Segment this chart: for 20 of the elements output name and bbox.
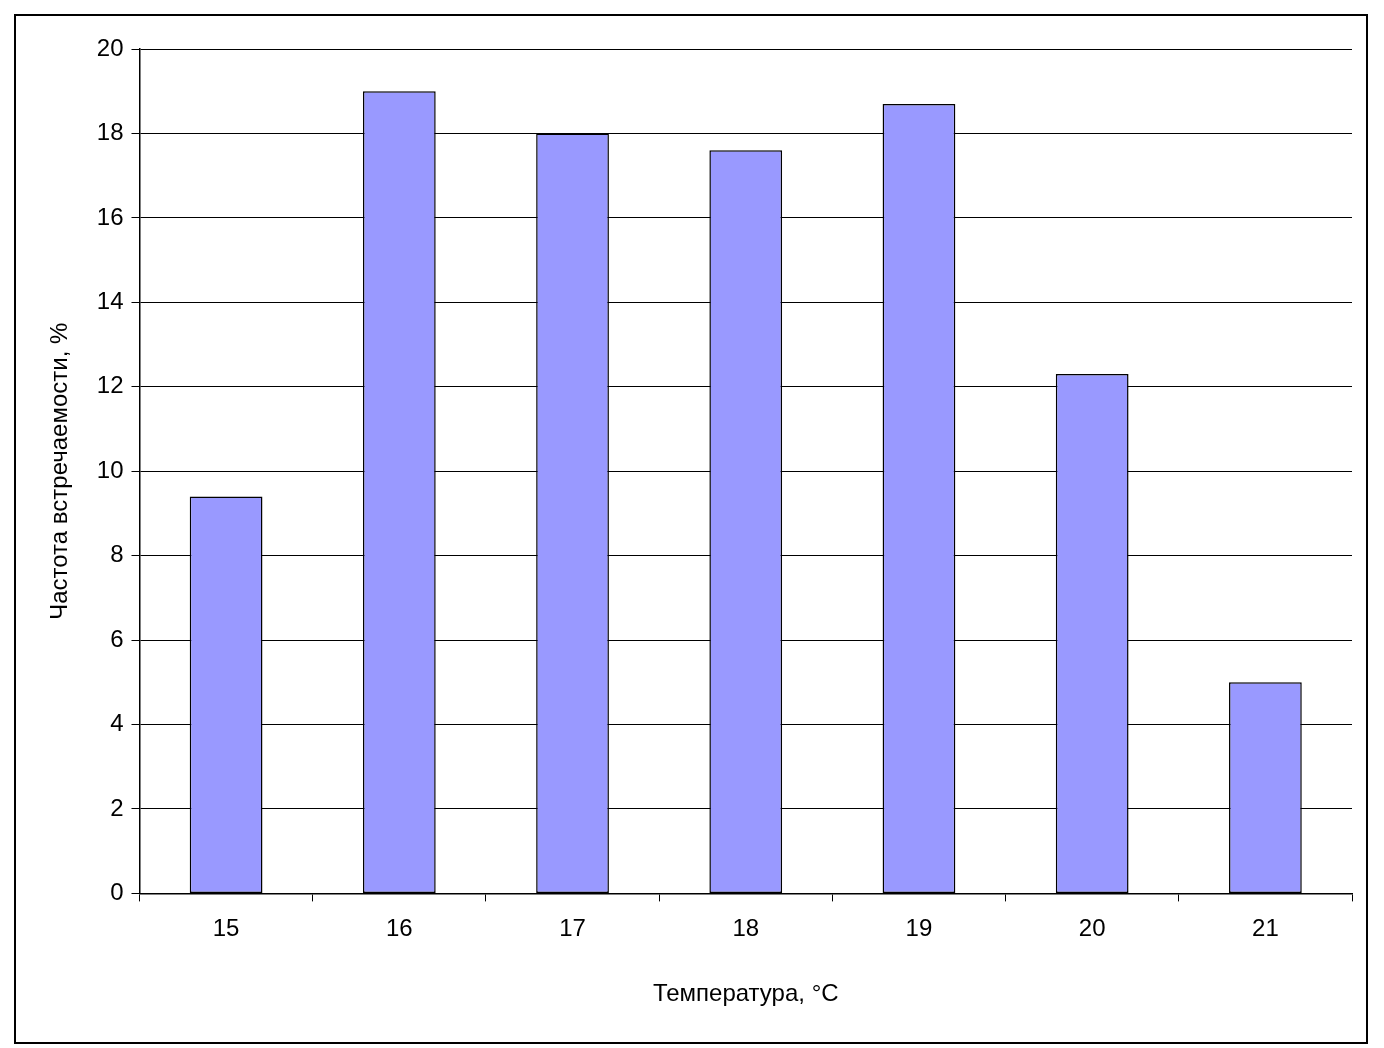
x-tick-label: 20 <box>1078 914 1106 942</box>
x-tick-label: 17 <box>559 914 586 942</box>
y-tick-label: 14 <box>96 286 124 314</box>
y-tick-label: 4 <box>110 709 124 737</box>
y-tick-label: 6 <box>110 624 124 652</box>
y-tick-label: 10 <box>96 455 124 483</box>
y-tick-label: 2 <box>110 793 124 821</box>
x-tick-label: 19 <box>905 914 933 942</box>
y-tick-label: 12 <box>96 371 124 399</box>
y-tick-label: 0 <box>110 878 124 906</box>
y-tick-label: 8 <box>110 540 124 568</box>
y-tick-label: 18 <box>96 118 124 146</box>
x-tick-label: 15 <box>212 914 240 942</box>
x-axis-title: Температура, °C <box>652 979 839 1007</box>
x-tick-label: 16 <box>385 914 413 942</box>
y-tick-label: 20 <box>96 33 124 61</box>
y-tick-label: 16 <box>96 202 124 230</box>
x-tick-label: 18 <box>732 914 760 942</box>
x-tick-label: 21 <box>1252 914 1279 942</box>
y-axis-title: Частота встречаемости, % <box>45 322 73 620</box>
